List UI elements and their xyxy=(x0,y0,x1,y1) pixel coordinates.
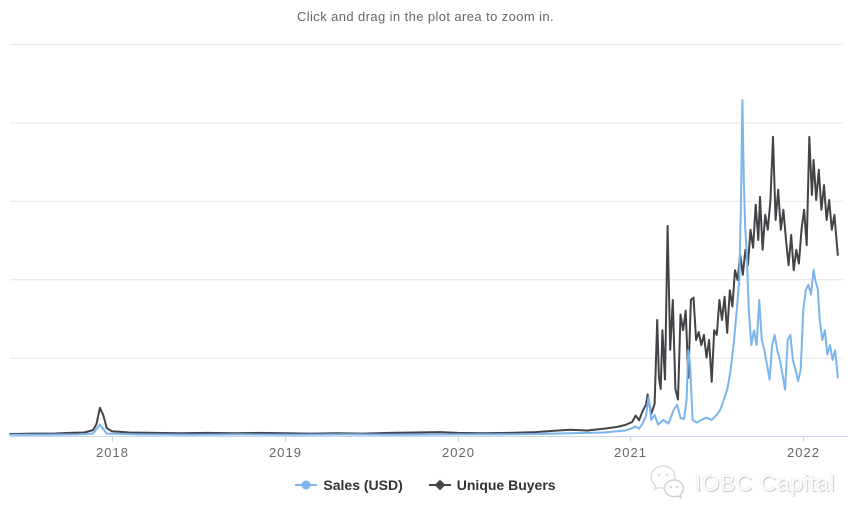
chart-title: Click and drag in the plot area to zoom … xyxy=(296,9,555,24)
legend-label-unique-buyers: Unique Buyers xyxy=(456,477,556,493)
legend-item-unique-buyers[interactable]: Unique Buyers xyxy=(428,477,556,493)
sales-legend-marker-icon xyxy=(295,480,318,490)
x-axis-label: 2019 xyxy=(269,445,302,460)
x-axis-label: 2022 xyxy=(787,445,820,460)
x-axis-label: 2020 xyxy=(442,445,475,460)
legend: Sales (USD) Unique Buyers xyxy=(0,477,851,493)
plot-area[interactable] xyxy=(10,44,843,436)
x-axis-label: 2021 xyxy=(614,445,647,460)
legend-label-sales: Sales (USD) xyxy=(323,477,403,493)
chart-plot-svg: 2018 2019 2020 2021 2022 xyxy=(9,44,848,460)
unique-buyers-legend-marker-icon xyxy=(428,479,451,491)
legend-item-sales[interactable]: Sales (USD) xyxy=(295,477,403,493)
x-axis-label: 2018 xyxy=(96,445,129,460)
